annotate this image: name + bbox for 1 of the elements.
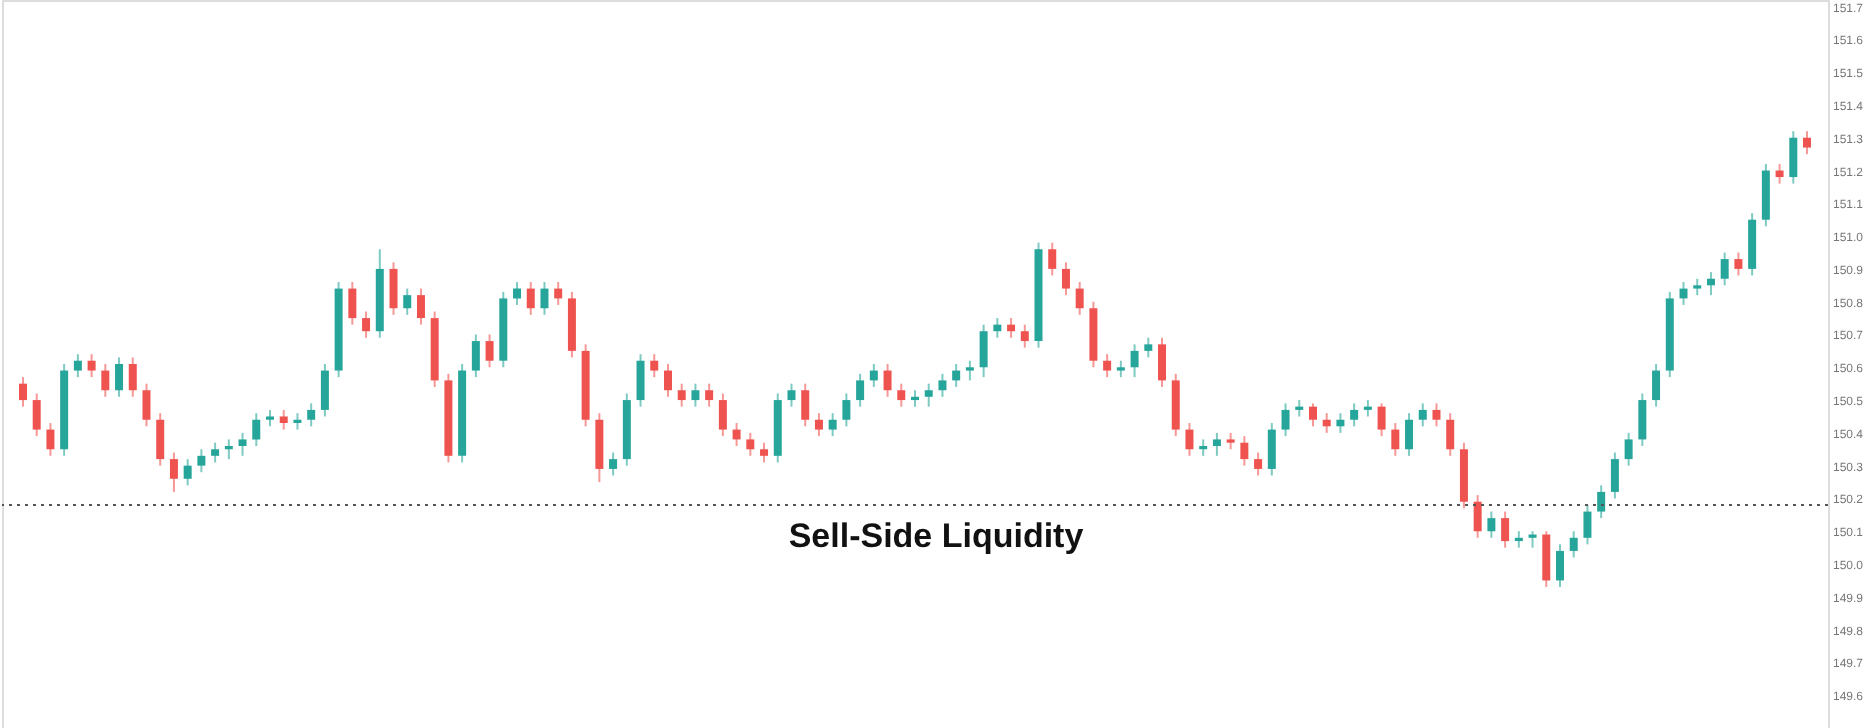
ref-line-label: Sell-Side Liquidity — [788, 517, 1085, 556]
